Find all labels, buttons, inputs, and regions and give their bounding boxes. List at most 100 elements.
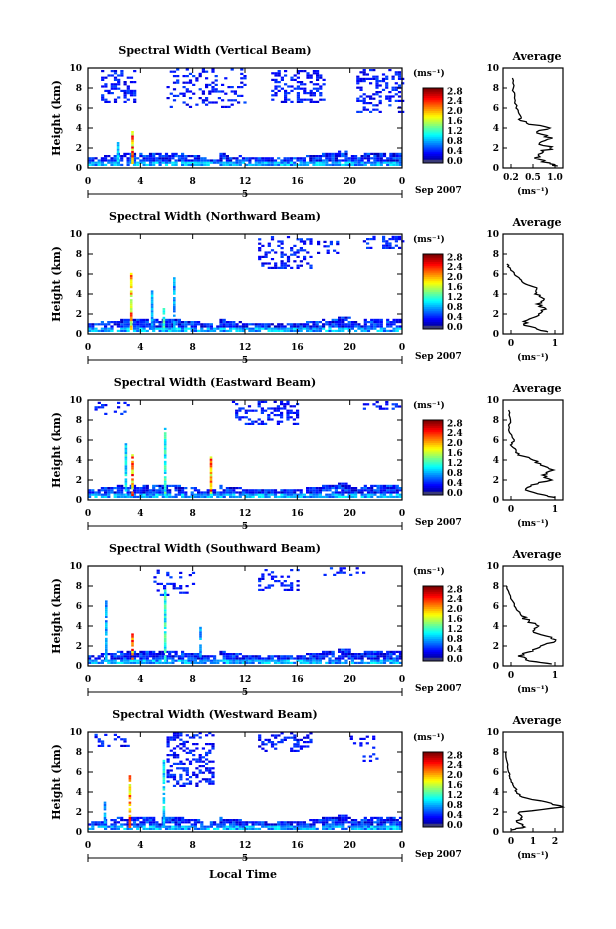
heatmap-cell — [97, 329, 101, 332]
heatmap-cell — [309, 321, 313, 324]
heatmap-cell — [369, 69, 373, 72]
colorbar-tick-label: 1.6 — [447, 781, 463, 791]
heatmap-cell — [105, 651, 108, 654]
heatmap-cell — [208, 778, 212, 781]
heatmap-cell — [139, 321, 143, 324]
heatmap-cell — [382, 819, 387, 822]
heatmap-cell — [155, 327, 159, 330]
heatmap-cell — [211, 90, 215, 93]
heatmap-cell — [360, 157, 364, 160]
heatmap-cell — [235, 323, 239, 326]
heatmap-cell — [312, 83, 316, 86]
heatmap-cell — [235, 163, 239, 166]
heatmap-cell — [312, 489, 316, 492]
heatmap-cell — [363, 321, 367, 324]
colorbar-segment — [423, 420, 443, 423]
heatmap-cell — [264, 163, 268, 166]
heatmap-cell — [241, 823, 246, 826]
heatmap-cell — [133, 81, 137, 84]
heatmap-cell — [373, 321, 377, 324]
heatmap-cell — [227, 86, 231, 89]
heatmap-cell — [392, 489, 396, 492]
heatmap-cell — [306, 653, 310, 656]
heatmap-cell — [286, 157, 290, 160]
heatmap-cell — [203, 659, 207, 662]
heatmap-cell — [164, 821, 169, 824]
heatmap-cell — [385, 77, 389, 80]
heatmap-cell — [107, 100, 111, 103]
heatmap-cell — [163, 635, 167, 638]
heatmap-cell — [91, 323, 95, 326]
heatmap-cell — [328, 819, 332, 822]
heatmap-cell — [319, 87, 323, 90]
heatmap-cell — [174, 650, 178, 653]
heatmap-cell — [376, 157, 380, 160]
heatmap-cell — [326, 249, 330, 252]
heatmap-cell — [257, 821, 262, 824]
heatmap-cell — [101, 98, 105, 101]
heatmap-cell — [273, 661, 278, 664]
heatmap-cell — [88, 325, 92, 328]
heatmap-cell — [341, 487, 345, 490]
colorbar-segment — [423, 483, 443, 487]
heatmap-cell — [395, 823, 399, 826]
heatmap-cell — [245, 489, 249, 492]
colorbar-segment — [423, 653, 443, 656]
heatmap-cell — [177, 489, 181, 492]
heatmap-cell — [277, 734, 281, 737]
heatmap-cell — [107, 489, 111, 492]
heatmap-cell — [152, 325, 156, 328]
heatmap-cell — [366, 493, 371, 496]
heatmap-cell — [163, 637, 167, 640]
heatmap-cell — [379, 318, 383, 321]
heatmap-cell — [163, 609, 167, 612]
heatmap-cell — [309, 657, 313, 660]
heatmap-cell — [354, 161, 358, 164]
heatmap-cell — [142, 655, 146, 658]
heatmap-cell — [290, 584, 294, 587]
heatmap-cell — [379, 816, 383, 819]
heatmap-cell — [179, 738, 183, 741]
heatmap-cell — [123, 152, 127, 155]
heatmap-cell — [164, 327, 169, 330]
heatmap-cell — [344, 814, 348, 817]
heatmap-cell — [174, 329, 178, 332]
heatmap-cell — [100, 157, 104, 160]
heatmap-cell — [303, 741, 307, 744]
heatmap-cell — [334, 484, 338, 487]
heatmap-cell — [164, 159, 169, 162]
heatmap-cell — [251, 420, 255, 423]
heatmap-cell — [163, 589, 167, 592]
heatmap-cell — [363, 825, 367, 828]
heatmap-cell — [273, 400, 277, 403]
heatmap-cell — [123, 653, 127, 656]
heatmap-cell — [230, 90, 234, 93]
heatmap-cell — [389, 155, 393, 158]
heatmap-cell — [104, 76, 108, 79]
heatmap-cell — [110, 655, 114, 658]
heatmap-cell — [241, 827, 246, 830]
heatmap-cell — [296, 588, 300, 591]
heatmap-cell — [369, 82, 373, 85]
heatmap-cell — [195, 79, 199, 82]
heatmap-cell — [325, 653, 329, 656]
heatmap-cell — [148, 655, 153, 658]
heatmap-cell — [188, 780, 193, 783]
heatmap-cell — [354, 825, 358, 828]
heatmap-cell — [229, 827, 233, 830]
heatmap-cell — [355, 571, 359, 574]
heatmap-cell — [397, 110, 402, 113]
heatmap-cell — [229, 323, 233, 326]
heatmap-cell — [312, 655, 316, 658]
heatmap-cell — [392, 329, 396, 332]
heatmap-cell — [184, 825, 188, 828]
heatmap-cell — [168, 321, 172, 324]
heatmap-cell — [120, 825, 124, 828]
heatmap-cell — [366, 403, 370, 406]
heatmap-cell — [171, 650, 175, 653]
heatmap-cell — [100, 495, 104, 498]
heatmap-cell — [222, 821, 226, 824]
heatmap-cell — [312, 327, 316, 330]
heatmap-cell — [274, 85, 278, 88]
heatmap-cell — [104, 495, 108, 498]
